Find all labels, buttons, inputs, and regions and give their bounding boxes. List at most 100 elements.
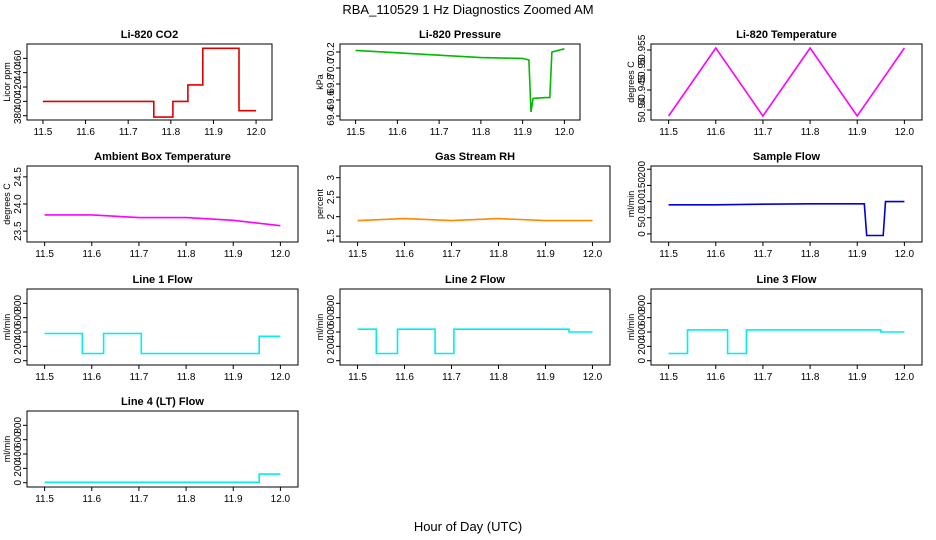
y-axis-label: ml/min (315, 314, 325, 341)
x-tick-label: 11.8 (489, 372, 508, 383)
x-tick-label: 11.6 (82, 249, 101, 260)
x-tick-label: 11.9 (513, 127, 532, 138)
y-axis-label: ml/min (2, 314, 12, 341)
panel-5: Sample Flow ml/min 11.5 11.6 11.7 11.8 11.9 12.… (626, 151, 923, 260)
x-tick-label: 12.0 (583, 249, 603, 260)
panel-0: Li-820 CO2 Licor ppm 11.5 11.6 11.7 11.8 11.9 1… (2, 29, 273, 138)
x-tick-label: 11.5 (659, 249, 678, 260)
panel-title: Li-820 CO2 (121, 29, 178, 41)
y-tick-label: 200 (13, 338, 24, 355)
panel-title: Ambient Box Temperature (94, 151, 231, 163)
panel-2: Li-820 Temperature degrees C 11.5 11.6 11.7 1… (626, 29, 923, 138)
plot-frame (339, 165, 611, 243)
y-axis-label: percent (315, 188, 325, 219)
y-tick-label: 200 (13, 460, 24, 477)
x-tick-label: 11.9 (848, 127, 867, 138)
plot-frame (339, 288, 611, 366)
series-line (667, 46, 906, 118)
panel-7: Line 2 Flow ml/min 11.5 11.6 11.7 11.8 11.9 12.… (315, 274, 611, 383)
x-tick-label: 11.9 (848, 372, 867, 383)
x-tick-label: 11.7 (754, 249, 773, 260)
x-tick-label: 12.0 (271, 372, 291, 383)
plot-frame (650, 43, 923, 121)
panel-4: Gas Stream RH percent 11.5 11.6 11.7 11.8 11.9… (315, 151, 611, 260)
x-tick-label: 11.8 (177, 372, 196, 383)
x-tick-label: 11.7 (130, 372, 149, 383)
y-tick-label: 23.5 (13, 221, 24, 241)
y-tick-label: 460 (13, 50, 24, 67)
y-tick-label: 1.5 (326, 229, 337, 243)
panel-title: Line 4 (LT) Flow (121, 396, 204, 408)
x-tick-label: 11.9 (224, 372, 243, 383)
y-tick-label: 800 (326, 295, 337, 312)
y-tick-label: 800 (13, 417, 24, 434)
y-tick-label: 600 (637, 309, 648, 326)
series-line (668, 200, 905, 237)
y-tick-label: 50.945 (637, 74, 648, 105)
x-tick-label: 12.0 (583, 372, 603, 383)
x-tick-label: 11.6 (388, 127, 407, 138)
panel-1: Li-820 Pressure kPa 11.5 11.6 11.7 11.8 11.9 12… (315, 29, 581, 138)
x-tick-label: 11.5 (659, 127, 678, 138)
x-tick-label: 12.0 (895, 372, 915, 383)
x-tick-label: 11.5 (34, 127, 53, 138)
y-tick-label: 0 (13, 357, 24, 363)
series-line (44, 214, 281, 227)
plot-frame (26, 410, 299, 488)
panel-6: Line 1 Flow ml/min 11.5 11.6 11.7 11.8 11.9 12.… (2, 274, 299, 383)
y-tick-label: 800 (637, 295, 648, 312)
x-tick-label: 11.9 (848, 249, 867, 260)
x-tick-label: 12.0 (246, 127, 266, 138)
x-tick-label: 11.6 (395, 372, 414, 383)
x-tick-label: 11.7 (754, 372, 773, 383)
panel-8: Line 3 Flow ml/min 11.5 11.6 11.7 11.8 11.9 12.… (626, 274, 923, 383)
series-line (355, 48, 565, 113)
y-tick-label: 69.8 (326, 74, 337, 94)
x-tick-label: 12.0 (271, 249, 291, 260)
y-tick-label: 50.955 (637, 34, 648, 65)
x-tick-label: 11.6 (706, 372, 725, 383)
y-tick-label: 400 (326, 323, 337, 340)
x-tick-label: 11.7 (130, 494, 149, 505)
figure-x-label: Hour of Day (UTC) (414, 519, 522, 534)
y-tick-label: 50.95 (637, 57, 648, 82)
y-tick-label: 600 (13, 309, 24, 326)
x-tick-label: 11.6 (82, 372, 101, 383)
series-line (42, 47, 257, 118)
x-tick-label: 11.7 (754, 127, 773, 138)
y-tick-label: 50.94 (637, 97, 648, 122)
y-tick-label: 150 (637, 177, 648, 194)
panel-3: Ambient Box Temperature degrees C 11.5 11.6… (2, 151, 299, 260)
y-tick-label: 380 (13, 107, 24, 124)
y-tick-label: 100 (637, 193, 648, 210)
x-tick-label: 11.7 (130, 249, 149, 260)
panel-title: Gas Stream RH (435, 151, 515, 163)
y-axis-label: Licor ppm (2, 62, 12, 102)
y-tick-label: 24.5 (13, 167, 24, 187)
x-tick-label: 11.8 (177, 494, 196, 505)
x-tick-label: 12.0 (271, 494, 291, 505)
x-tick-label: 11.9 (536, 249, 555, 260)
y-tick-label: 800 (13, 295, 24, 312)
y-tick-label: 24.0 (13, 194, 24, 214)
x-tick-label: 11.7 (430, 127, 449, 138)
x-tick-label: 11.8 (472, 127, 491, 138)
x-tick-label: 11.8 (801, 127, 820, 138)
x-tick-label: 11.8 (801, 249, 820, 260)
y-tick-label: 400 (13, 323, 24, 340)
series-line (44, 332, 281, 355)
y-tick-label: 400 (13, 93, 24, 110)
x-tick-label: 11.7 (442, 372, 461, 383)
y-axis-label: degrees C (2, 183, 12, 225)
x-tick-label: 11.6 (706, 249, 725, 260)
x-tick-label: 11.8 (161, 127, 180, 138)
y-axis-label: ml/min (2, 436, 12, 463)
y-tick-label: 0 (637, 231, 648, 237)
x-tick-label: 11.5 (348, 372, 367, 383)
y-tick-label: 70.2 (326, 42, 337, 62)
plot-frame (339, 43, 581, 121)
plot-frame (650, 288, 923, 366)
y-tick-label: 400 (637, 323, 648, 340)
y-axis-label: ml/min (626, 191, 636, 218)
